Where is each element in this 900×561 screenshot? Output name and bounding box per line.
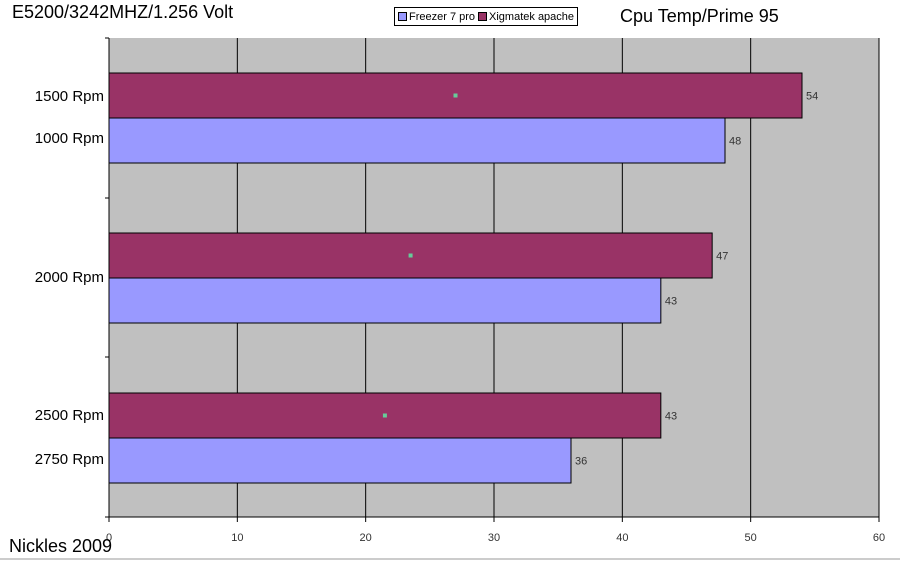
category-label: 2500 Rpm bbox=[34, 407, 104, 424]
bar-marker bbox=[453, 93, 458, 98]
bar-freezer bbox=[108, 117, 726, 164]
x-tick-label: 20 bbox=[360, 532, 372, 544]
bar-freezer bbox=[108, 277, 662, 324]
category-label: 1000 Rpm bbox=[34, 130, 104, 147]
category-label: 2000 Rpm bbox=[34, 269, 104, 286]
x-tick-label: 40 bbox=[616, 532, 628, 544]
footer-credit: Nickles 2009 bbox=[9, 536, 113, 556]
chart-title-left: E5200/3242MHZ/1.256 Volt bbox=[12, 2, 234, 22]
legend-swatch-xigmatek bbox=[478, 12, 488, 21]
bar-freezer bbox=[108, 437, 572, 484]
data-label-xigmatek: 54 bbox=[806, 91, 818, 103]
bar-marker bbox=[408, 253, 413, 258]
data-label-xigmatek: 47 bbox=[716, 251, 728, 263]
legend-item-xigmatek: Xigmatek apache bbox=[478, 11, 574, 23]
data-label-freezer: 43 bbox=[665, 296, 677, 308]
legend-label-xigmatek: Xigmatek apache bbox=[489, 10, 575, 23]
x-tick-label: 10 bbox=[231, 532, 243, 544]
x-tick-label: 50 bbox=[745, 532, 757, 544]
category-label: 2750 Rpm bbox=[34, 451, 104, 468]
legend-swatch-freezer bbox=[398, 12, 407, 21]
category-label: 1500 Rpm bbox=[34, 88, 104, 105]
data-label-freezer: 36 bbox=[575, 456, 587, 468]
legend-item-freezer: Freezer 7 pro bbox=[398, 11, 475, 23]
bar-marker bbox=[382, 413, 387, 418]
data-label-freezer: 48 bbox=[729, 136, 741, 148]
legend-label-freezer: Freezer 7 pro bbox=[409, 10, 476, 23]
x-tick-label: 0 bbox=[106, 532, 112, 544]
x-tick-label: 30 bbox=[488, 532, 500, 544]
data-label-xigmatek: 43 bbox=[665, 411, 677, 423]
chart-title-right: Cpu Temp/Prime 95 bbox=[620, 6, 779, 26]
legend: Freezer 7 pro Xigmatek apache bbox=[394, 7, 579, 26]
x-tick-label: 60 bbox=[873, 532, 885, 544]
